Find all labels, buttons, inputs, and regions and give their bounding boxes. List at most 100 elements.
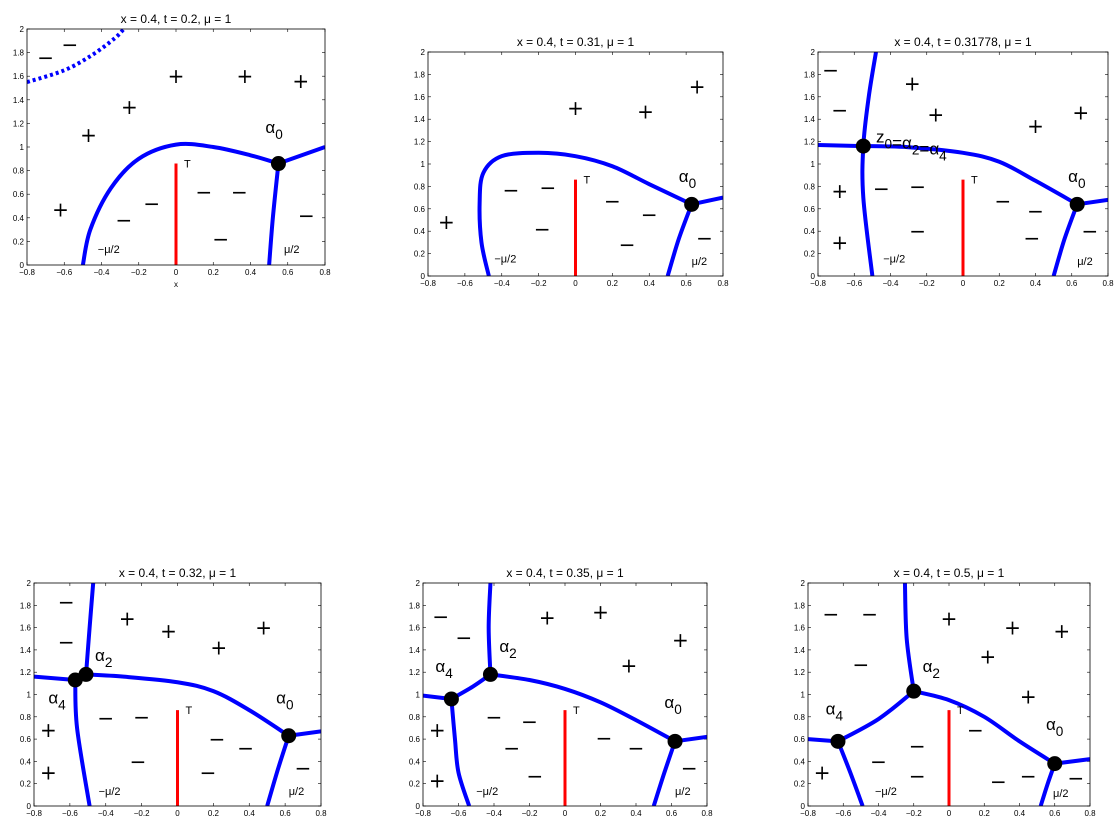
branch-cut-label: T bbox=[186, 705, 193, 717]
y-tick-label: 0.6 bbox=[794, 735, 806, 744]
x-tick-label: 0 bbox=[947, 809, 952, 818]
plus-sign: + bbox=[1027, 114, 1044, 138]
minus-sign: − bbox=[870, 749, 887, 773]
saddle-point bbox=[1069, 196, 1085, 212]
y-tick-label: 0 bbox=[801, 802, 806, 811]
plot-frame bbox=[817, 51, 1109, 277]
plus-sign: + bbox=[592, 600, 609, 624]
steepest-descent-curve bbox=[449, 698, 472, 806]
minus-sign: − bbox=[503, 178, 520, 202]
y-tick-label: 1.8 bbox=[13, 49, 25, 58]
point-label: α0 bbox=[664, 693, 682, 717]
minus-sign: − bbox=[526, 764, 543, 788]
minus-sign: − bbox=[212, 227, 229, 251]
label-main: μ/2 bbox=[1077, 256, 1093, 268]
x-tick-label: 0.8 bbox=[717, 279, 729, 288]
point-label: α0 bbox=[265, 118, 283, 142]
steepest-descent-curve bbox=[863, 144, 1079, 207]
point-label: −μ/2 bbox=[494, 254, 516, 266]
x-tick-label: −0.8 bbox=[800, 809, 816, 818]
minus-sign: − bbox=[58, 590, 75, 614]
plot-frame bbox=[422, 582, 708, 807]
x-tick-label: −0.6 bbox=[835, 809, 851, 818]
plot-frame bbox=[33, 582, 322, 807]
plus-sign: + bbox=[904, 71, 921, 95]
plus-sign: + bbox=[672, 628, 689, 652]
x-tick-label: −0.4 bbox=[486, 809, 502, 818]
point-label: −μ/2 bbox=[98, 244, 120, 256]
plus-sign: + bbox=[831, 179, 848, 203]
minus-sign: − bbox=[873, 177, 890, 201]
steepest-descent-curve bbox=[85, 672, 290, 738]
label-subscript: 4 bbox=[835, 709, 843, 724]
plus-sign: + bbox=[237, 64, 254, 88]
x-tick-label: −0.6 bbox=[62, 809, 78, 818]
label-main: =α bbox=[919, 140, 939, 159]
label-main: α bbox=[48, 688, 58, 707]
point-label: −μ/2 bbox=[883, 254, 905, 266]
plus-sign: + bbox=[941, 607, 958, 631]
label-main: α bbox=[1046, 715, 1056, 734]
plus-sign: + bbox=[814, 761, 831, 785]
minus-sign: − bbox=[604, 189, 621, 213]
point-label: α0 bbox=[1068, 167, 1086, 191]
y-tick-label: 1 bbox=[811, 160, 816, 169]
x-tick-label: −0.6 bbox=[846, 279, 862, 288]
chart-title: x = 0.4, t = 0.5, μ = 1 bbox=[894, 566, 1005, 580]
point-label: μ/2 bbox=[284, 244, 300, 256]
label-subscript: 0 bbox=[1078, 176, 1086, 191]
plus-sign: + bbox=[979, 645, 996, 669]
dotted-curve bbox=[27, 29, 126, 85]
label-subscript: 0 bbox=[674, 702, 682, 717]
minus-sign: − bbox=[852, 652, 869, 676]
y-tick-label: 2 bbox=[421, 48, 426, 57]
x-tick-label: 0.8 bbox=[1102, 279, 1114, 288]
steepest-descent-curve bbox=[477, 150, 693, 276]
point-label: −μ/2 bbox=[875, 786, 897, 798]
plus-sign: + bbox=[168, 64, 185, 88]
branch-cut-label: T bbox=[184, 159, 191, 171]
plus-sign: + bbox=[119, 607, 136, 631]
saddle-point bbox=[855, 138, 871, 154]
x-tick-label: −0.6 bbox=[56, 268, 72, 277]
label-subscript: 2 bbox=[105, 655, 113, 670]
plus-sign: + bbox=[292, 69, 309, 93]
steepest-descent-curve bbox=[265, 735, 291, 806]
chart-panel-1: x = 0.4, t = 0.2, μ = 1−0.8 −0.6 −0.4 −0.2 0… bbox=[13, 12, 331, 289]
chart-panel-5: x = 0.4, t = 0.35, μ = 1−0.8 −0.6 −0.4 −0.2… bbox=[409, 566, 713, 818]
minus-sign: − bbox=[1068, 766, 1085, 790]
minus-sign: − bbox=[619, 233, 636, 257]
label-main: −μ/2 bbox=[98, 244, 120, 256]
plus-sign: + bbox=[52, 198, 69, 222]
y-tick-label: 1.8 bbox=[414, 70, 426, 79]
label-main: μ/2 bbox=[1053, 788, 1069, 800]
label-main: =α bbox=[892, 134, 912, 153]
branch-cut-label: T bbox=[573, 705, 580, 717]
y-tick-label: 1.6 bbox=[794, 624, 806, 633]
x-tick-label: 0.4 bbox=[244, 809, 256, 818]
point-label: α4 bbox=[435, 657, 453, 681]
x-tick-label: 0 bbox=[573, 279, 578, 288]
saddle-point bbox=[78, 666, 94, 682]
minus-sign: − bbox=[58, 630, 75, 654]
y-tick-label: 1.2 bbox=[13, 119, 25, 128]
steepest-descent-curve bbox=[490, 672, 677, 744]
label-main: α bbox=[923, 657, 933, 676]
y-tick-label: 0.4 bbox=[409, 757, 421, 766]
y-tick-label: 1.6 bbox=[414, 93, 426, 102]
plot-frame bbox=[26, 28, 326, 266]
x-tick-label: −0.2 bbox=[131, 268, 147, 277]
x-tick-label: 0.8 bbox=[319, 268, 331, 277]
minus-sign: − bbox=[97, 706, 114, 730]
minus-sign: − bbox=[1020, 764, 1037, 788]
point-label: α4 bbox=[826, 700, 844, 724]
y-tick-label: 1.2 bbox=[794, 668, 806, 677]
y-tick-label: 1.8 bbox=[794, 601, 806, 610]
plus-sign: + bbox=[1004, 616, 1021, 640]
plus-sign: + bbox=[927, 103, 944, 127]
y-tick-label: 1.4 bbox=[804, 115, 816, 124]
plus-sign: + bbox=[831, 230, 848, 254]
